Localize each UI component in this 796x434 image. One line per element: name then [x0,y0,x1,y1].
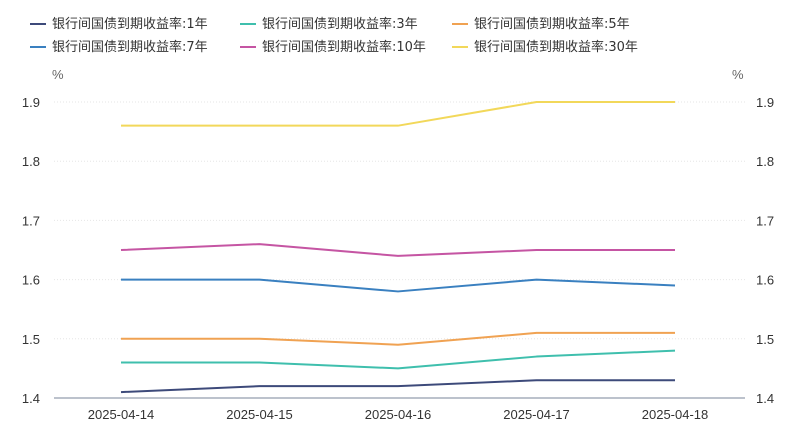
legend: 银行间国债到期收益率:1年 银行间国债到期收益率:3年 银行间国债到期收益率:5年银… [30,16,638,55]
y-tick-label-right: 1.9 [756,95,774,110]
legend-label: 银行间国债到期收益率:30年 [474,39,638,55]
legend-item[interactable]: 银行间国债到期收益率:3年 [240,16,418,32]
y-axis-unit-left: % [52,67,64,82]
legend-item[interactable]: 银行间国债到期收益率:1年 [30,16,208,32]
y-axis-unit-right: % [732,67,744,82]
y-tick-label-left: 1.8 [22,154,40,169]
y-tick-label-right: 1.4 [756,391,774,406]
grid [54,101,745,340]
x-tick-label: 2025-04-15 [226,407,293,422]
y-tick-label-left: 1.9 [22,95,40,110]
series-line[interactable] [121,278,676,293]
series-line[interactable] [121,331,675,346]
axes: % % 1.4 1.4 1.5 1.5 1.6 1.6 1.7 1.7 1.8 1.8 1.9 1.9 20… [22,67,774,422]
y-tick-label-right: 1.7 [756,213,774,228]
legend-item[interactable]: 银行间国债到期收益率:10年 [240,39,426,55]
series-line[interactable] [120,379,675,394]
legend-label: 银行间国债到期收益率:10年 [262,39,426,55]
legend-item[interactable]: 银行间国债到期收益率:30年 [452,39,638,55]
legend-label: 银行间国债到期收益率:1年 [52,16,208,32]
series-lines [120,101,676,394]
series-line[interactable] [120,243,675,257]
legend-item[interactable]: 银行间国债到期收益率:5年 [452,16,630,32]
x-tick-label: 2025-04-17 [503,407,570,422]
series-line[interactable] [121,349,676,370]
series-line[interactable] [121,101,675,127]
x-tick-label: 2025-04-18 [642,407,709,422]
legend-label: 银行间国债到期收益率:3年 [262,16,418,32]
x-tick-label: 2025-04-16 [365,407,432,422]
y-tick-label-right: 1.8 [756,154,774,169]
legend-label: 银行间国债到期收益率:5年 [474,16,630,32]
y-tick-label-left: 1.4 [22,391,40,406]
y-tick-label-left: 1.5 [22,332,40,347]
y-tick-label-left: 1.6 [22,273,40,288]
legend-item[interactable]: 银行间国债到期收益率:7年 [30,39,208,55]
y-tick-label-left: 1.7 [22,213,40,228]
legend-label: 银行间国债到期收益率:7年 [52,39,208,55]
x-tick-label: 2025-04-14 [88,407,155,422]
y-tick-label-right: 1.5 [756,332,774,347]
y-tick-label-right: 1.6 [756,273,774,288]
